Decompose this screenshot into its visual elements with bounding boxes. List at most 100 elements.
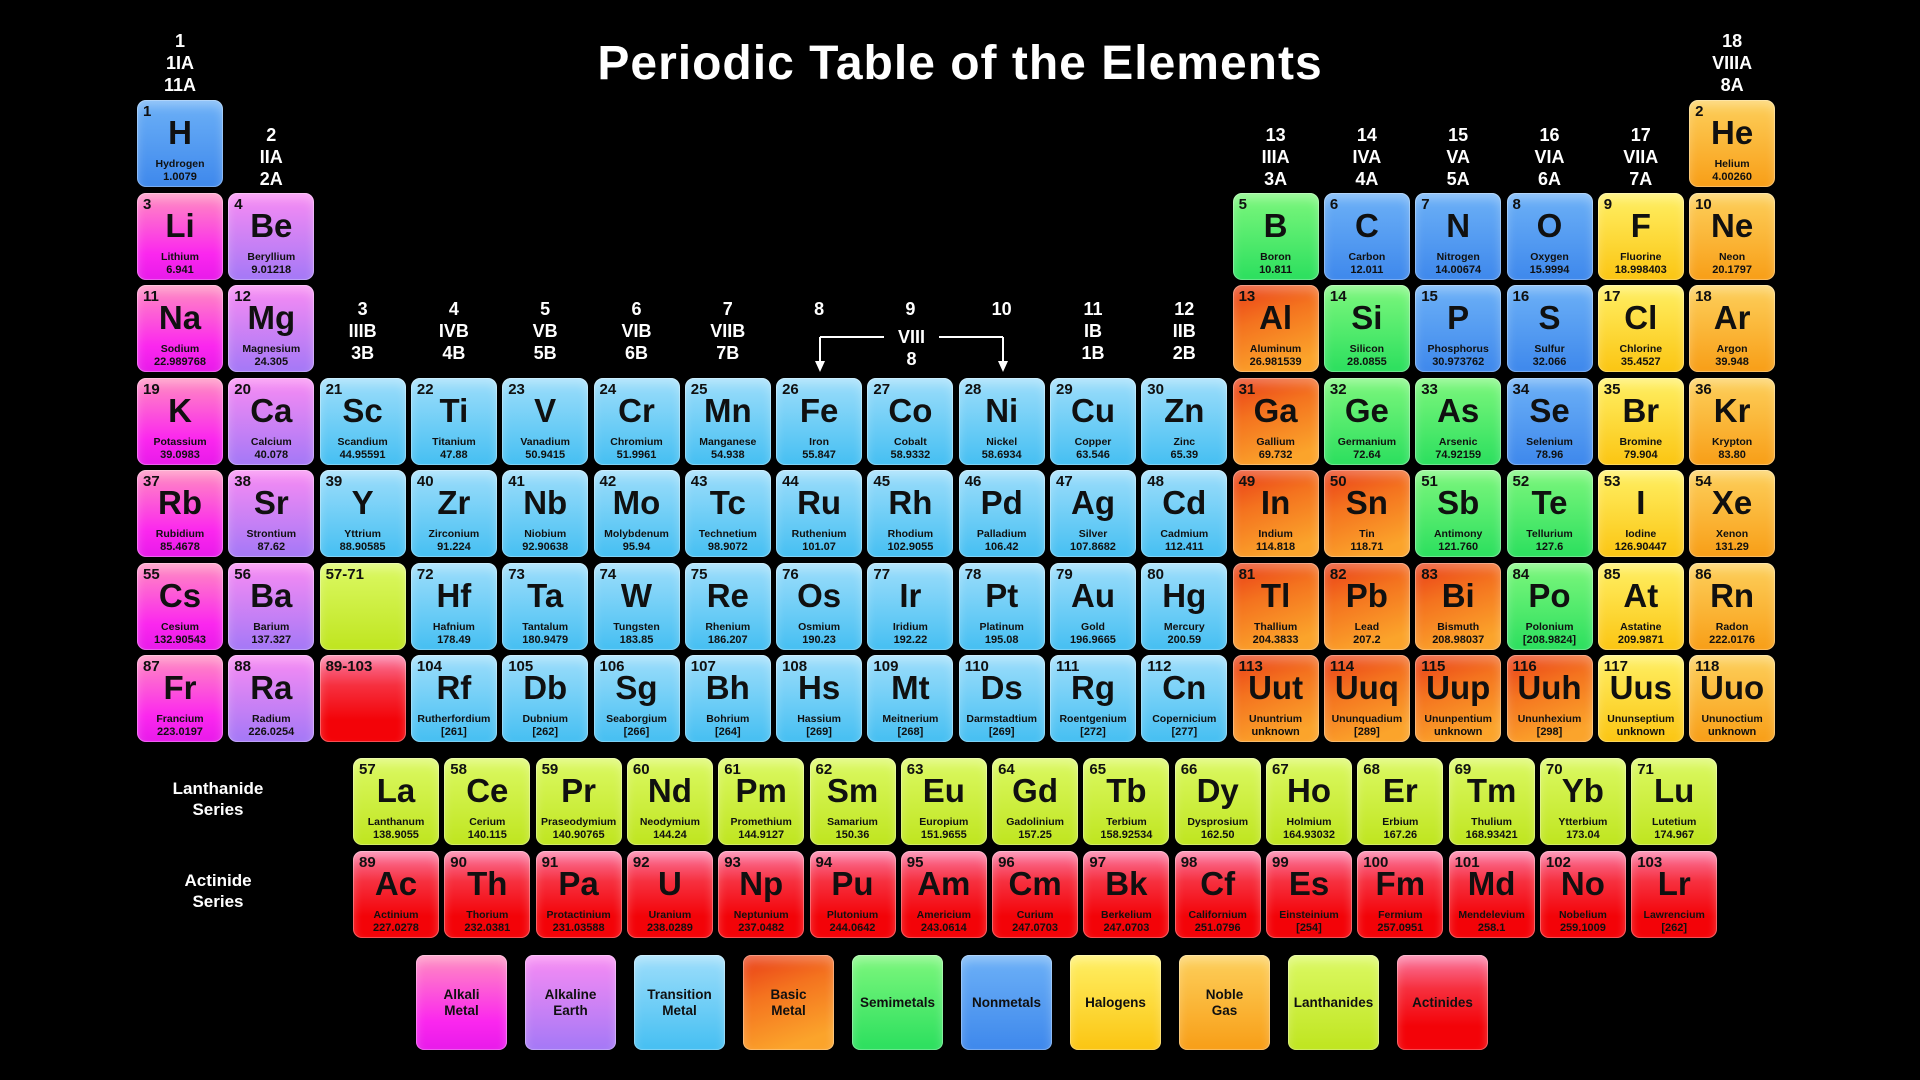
element-cell-In[interactable]: 49 In Indium 114.818 xyxy=(1232,470,1319,557)
element-cell-He[interactable]: 2 He Helium 4.00260 xyxy=(1689,100,1776,187)
element-cell-N[interactable]: 7 N Nitrogen 14.00674 xyxy=(1415,192,1502,280)
element-cell-F[interactable]: 9 F Fluorine 18.998403 xyxy=(1597,192,1684,280)
placeholder-cell-89-103[interactable]: 89-103 xyxy=(319,655,406,742)
element-cell-Co[interactable]: 27 Co Cobalt 58.9332 xyxy=(867,377,954,465)
element-cell-Tl[interactable]: 81 Tl Thallium 204.3833 xyxy=(1232,562,1319,650)
element-cell-Gd[interactable]: 64 Gd Gadolinium 157.25 xyxy=(992,758,1079,845)
element-cell-Y[interactable]: 39 Y Yttrium 88.90585 xyxy=(319,470,406,557)
element-cell-Sg[interactable]: 106 Sg Seaborgium [266] xyxy=(593,655,680,742)
element-cell-Ce[interactable]: 58 Ce Cerium 140.115 xyxy=(444,758,531,845)
element-cell-Zr[interactable]: 40 Zr Zirconium 91.224 xyxy=(410,470,497,557)
element-cell-Mg[interactable]: 12 Mg Magnesium 24.305 xyxy=(228,285,315,372)
element-cell-Am[interactable]: 95 Am Americium 243.0614 xyxy=(900,851,987,938)
element-cell-Ge[interactable]: 32 Ge Germanium 72.64 xyxy=(1323,377,1410,465)
element-cell-Hf[interactable]: 72 Hf Hafnium 178.49 xyxy=(410,562,497,650)
element-cell-Sm[interactable]: 62 Sm Samarium 150.36 xyxy=(809,758,896,845)
element-cell-C[interactable]: 6 C Carbon 12.011 xyxy=(1323,192,1410,280)
element-cell-K[interactable]: 19 K Potassium 39.0983 xyxy=(137,377,223,465)
element-cell-Nd[interactable]: 60 Nd Neodymium 144.24 xyxy=(626,758,713,845)
element-cell-Es[interactable]: 99 Es Einsteinium [254] xyxy=(1266,851,1352,938)
element-cell-Rg[interactable]: 111 Rg Roentgenium [272] xyxy=(1050,655,1136,742)
element-cell-Po[interactable]: 84 Po Polonium [208.9824] xyxy=(1506,562,1593,650)
element-cell-Pd[interactable]: 46 Pd Palladium 106.42 xyxy=(958,470,1045,557)
element-cell-I[interactable]: 53 I Iodine 126.90447 xyxy=(1597,470,1684,557)
element-cell-Uus[interactable]: 117 Uus Ununseptium unknown xyxy=(1597,655,1684,742)
element-cell-Lu[interactable]: 71 Lu Lutetium 174.967 xyxy=(1631,758,1718,845)
element-cell-No[interactable]: 102 No Nobelium 259.1009 xyxy=(1539,851,1626,938)
element-cell-Be[interactable]: 4 Be Beryllium 9.01218 xyxy=(228,192,315,280)
element-cell-Rn[interactable]: 86 Rn Radon 222.0176 xyxy=(1689,562,1776,650)
element-cell-Pm[interactable]: 61 Pm Promethium 144.9127 xyxy=(718,758,805,845)
element-cell-Re[interactable]: 75 Re Rhenium 186.207 xyxy=(684,562,771,650)
element-cell-O[interactable]: 8 O Oxygen 15.9994 xyxy=(1506,192,1593,280)
element-cell-Cr[interactable]: 24 Cr Chromium 51.9961 xyxy=(593,377,680,465)
element-cell-Zn[interactable]: 30 Zn Zinc 65.39 xyxy=(1141,377,1228,465)
element-cell-Pu[interactable]: 94 Pu Plutonium 244.0642 xyxy=(809,851,896,938)
element-cell-Sr[interactable]: 38 Sr Strontium 87.62 xyxy=(228,470,315,557)
element-cell-Cs[interactable]: 55 Cs Cesium 132.90543 xyxy=(137,562,223,650)
element-cell-Rb[interactable]: 37 Rb Rubidium 85.4678 xyxy=(137,470,223,557)
element-cell-Br[interactable]: 35 Br Bromine 79.904 xyxy=(1597,377,1684,465)
element-cell-Ag[interactable]: 47 Ag Silver 107.8682 xyxy=(1050,470,1136,557)
element-cell-Cu[interactable]: 29 Cu Copper 63.546 xyxy=(1050,377,1136,465)
element-cell-Sc[interactable]: 21 Sc Scandium 44.95591 xyxy=(319,377,406,465)
element-cell-Na[interactable]: 11 Na Sodium 22.989768 xyxy=(137,285,223,372)
element-cell-Ne[interactable]: 10 Ne Neon 20.1797 xyxy=(1689,192,1776,280)
element-cell-Np[interactable]: 93 Np Neptunium 237.0482 xyxy=(718,851,805,938)
element-cell-Uup[interactable]: 115 Uup Ununpentium unknown xyxy=(1415,655,1502,742)
element-cell-Li[interactable]: 3 Li Lithium 6.941 xyxy=(137,192,223,280)
element-cell-Bh[interactable]: 107 Bh Bohrium [264] xyxy=(684,655,771,742)
element-cell-Se[interactable]: 34 Se Selenium 78.96 xyxy=(1506,377,1593,465)
element-cell-Cn[interactable]: 112 Cn Copernicium [277] xyxy=(1141,655,1228,742)
element-cell-Rf[interactable]: 104 Rf Rutherfordium [261] xyxy=(410,655,497,742)
element-cell-Te[interactable]: 52 Te Tellurium 127.6 xyxy=(1506,470,1593,557)
element-cell-B[interactable]: 5 B Boron 10.811 xyxy=(1232,192,1319,280)
element-cell-Ba[interactable]: 56 Ba Barium 137.327 xyxy=(228,562,315,650)
element-cell-H[interactable]: 1 H Hydrogen 1.0079 xyxy=(137,100,223,187)
element-cell-Os[interactable]: 76 Os Osmium 190.23 xyxy=(776,562,863,650)
element-cell-Hs[interactable]: 108 Hs Hassium [269] xyxy=(776,655,863,742)
element-cell-Eu[interactable]: 63 Eu Europium 151.9655 xyxy=(900,758,987,845)
placeholder-cell-57-71[interactable]: 57-71 xyxy=(319,562,406,650)
element-cell-Mo[interactable]: 42 Mo Molybdenum 95.94 xyxy=(593,470,680,557)
element-cell-Tm[interactable]: 69 Tm Thulium 168.93421 xyxy=(1448,758,1535,845)
element-cell-Si[interactable]: 14 Si Silicon 28.0855 xyxy=(1323,285,1410,372)
element-cell-Hg[interactable]: 80 Hg Mercury 200.59 xyxy=(1141,562,1228,650)
element-cell-Xe[interactable]: 54 Xe Xenon 131.29 xyxy=(1689,470,1776,557)
element-cell-Ti[interactable]: 22 Ti Titanium 47.88 xyxy=(410,377,497,465)
element-cell-Ac[interactable]: 89 Ac Actinium 227.0278 xyxy=(353,851,439,938)
element-cell-Tb[interactable]: 65 Tb Terbium 158.92534 xyxy=(1083,758,1170,845)
element-cell-Pa[interactable]: 91 Pa Protactinium 231.03588 xyxy=(535,851,622,938)
element-cell-S[interactable]: 16 S Sulfur 32.066 xyxy=(1506,285,1593,372)
element-cell-W[interactable]: 74 W Tungsten 183.85 xyxy=(593,562,680,650)
element-cell-Cd[interactable]: 48 Cd Cadmium 112.411 xyxy=(1141,470,1228,557)
element-cell-Dy[interactable]: 66 Dy Dysprosium 162.50 xyxy=(1174,758,1261,845)
element-cell-Au[interactable]: 79 Au Gold 196.9665 xyxy=(1050,562,1136,650)
element-cell-Al[interactable]: 13 Al Aluminum 26.981539 xyxy=(1232,285,1319,372)
element-cell-Ds[interactable]: 110 Ds Darmstadtium [269] xyxy=(958,655,1045,742)
element-cell-Sn[interactable]: 50 Sn Tin 118.71 xyxy=(1323,470,1410,557)
element-cell-Ta[interactable]: 73 Ta Tantalum 180.9479 xyxy=(502,562,589,650)
element-cell-Kr[interactable]: 36 Kr Krypton 83.80 xyxy=(1689,377,1776,465)
element-cell-Uut[interactable]: 113 Uut Ununtrium unknown xyxy=(1232,655,1319,742)
element-cell-Ni[interactable]: 28 Ni Nickel 58.6934 xyxy=(958,377,1045,465)
element-cell-Rh[interactable]: 45 Rh Rhodium 102.9055 xyxy=(867,470,954,557)
element-cell-U[interactable]: 92 U Uranium 238.0289 xyxy=(626,851,713,938)
element-cell-Ir[interactable]: 77 Ir Iridium 192.22 xyxy=(867,562,954,650)
element-cell-Mt[interactable]: 109 Mt Meitnerium [268] xyxy=(867,655,954,742)
element-cell-Ga[interactable]: 31 Ga Gallium 69.732 xyxy=(1232,377,1319,465)
element-cell-Bi[interactable]: 83 Bi Bismuth 208.98037 xyxy=(1415,562,1502,650)
element-cell-Md[interactable]: 101 Md Mendelevium 258.1 xyxy=(1448,851,1535,938)
element-cell-Fm[interactable]: 100 Fm Fermium 257.0951 xyxy=(1357,851,1444,938)
element-cell-Ar[interactable]: 18 Ar Argon 39.948 xyxy=(1689,285,1776,372)
element-cell-Cf[interactable]: 98 Cf Californium 251.0796 xyxy=(1174,851,1261,938)
element-cell-Pt[interactable]: 78 Pt Platinum 195.08 xyxy=(958,562,1045,650)
element-cell-Uuo[interactable]: 118 Uuo Ununoctium unknown xyxy=(1689,655,1776,742)
element-cell-Nb[interactable]: 41 Nb Niobium 92.90638 xyxy=(502,470,589,557)
element-cell-At[interactable]: 85 At Astatine 209.9871 xyxy=(1597,562,1684,650)
element-cell-V[interactable]: 23 V Vanadium 50.9415 xyxy=(502,377,589,465)
element-cell-Ru[interactable]: 44 Ru Ruthenium 101.07 xyxy=(776,470,863,557)
element-cell-Er[interactable]: 68 Er Erbium 167.26 xyxy=(1357,758,1444,845)
element-cell-Bk[interactable]: 97 Bk Berkelium 247.0703 xyxy=(1083,851,1170,938)
element-cell-As[interactable]: 33 As Arsenic 74.92159 xyxy=(1415,377,1502,465)
